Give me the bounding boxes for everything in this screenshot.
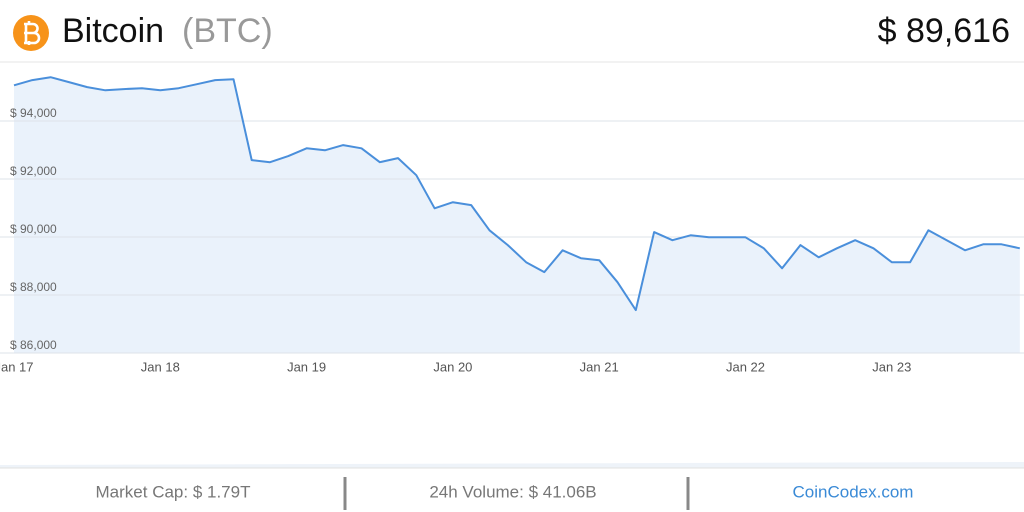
x-tick-label: Jan 21: [580, 359, 619, 374]
source-link[interactable]: CoinCodex.com: [793, 482, 914, 501]
x-tick-label: Jan 22: [726, 359, 765, 374]
y-tick-label: $ 94,000: [10, 106, 57, 120]
btc-icon: [13, 15, 49, 51]
market-cap: Market Cap: $ 1.79T: [96, 482, 251, 501]
volume-area: [0, 462, 1024, 468]
y-tick-label: $ 88,000: [10, 280, 57, 294]
y-tick-label: $ 90,000: [10, 222, 57, 236]
y-tick-label: $ 92,000: [10, 164, 57, 178]
x-tick-label: Jan 19: [287, 359, 326, 374]
x-tick-label: Jan 18: [141, 359, 180, 374]
y-tick-label: $ 86,000: [10, 338, 57, 352]
coin-symbol: (BTC): [182, 12, 273, 50]
volume: 24h Volume: $ 41.06B: [429, 482, 596, 501]
area: [14, 77, 1020, 353]
x-tick-label: Jan 23: [872, 359, 911, 374]
x-tick-label: Jan 20: [433, 359, 472, 374]
coin-name: Bitcoin: [62, 12, 164, 50]
price-line: [13, 76, 1021, 312]
coin-price: $ 89,616: [878, 12, 1010, 50]
x-tick-label: Jan 17: [0, 359, 34, 374]
